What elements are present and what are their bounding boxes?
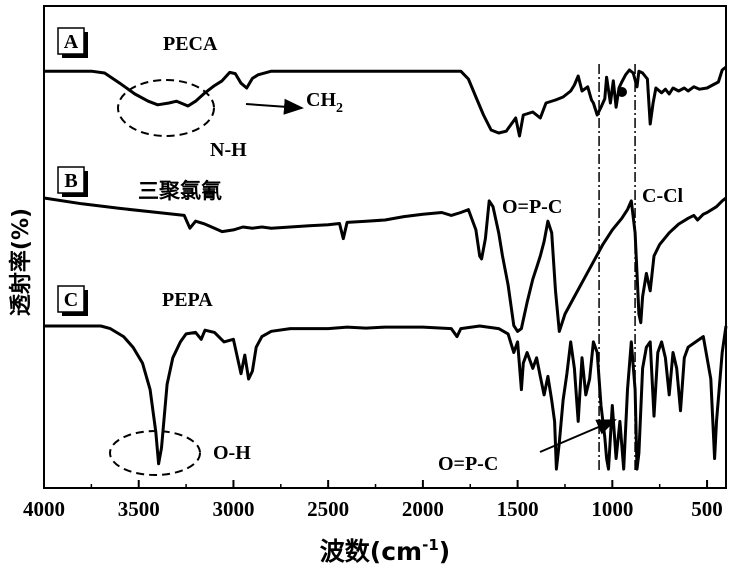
x-tick-label-3500: 3500: [118, 497, 160, 521]
y-axis-title: 透射率(%): [8, 208, 34, 316]
annotation-ch2: CH2: [306, 89, 343, 116]
annotation-oh: O-H: [213, 442, 251, 464]
ch2-arrow: [246, 104, 302, 108]
x-axis-title-main: 波数(cm: [320, 537, 422, 566]
nh-highlight-ellipse: [118, 80, 214, 136]
x-tick-label-4000: 4000: [23, 497, 65, 521]
panel-letter-b: B: [64, 170, 77, 192]
x-tick-label-3000: 3000: [212, 497, 254, 521]
x-tick-label-2000: 2000: [402, 497, 444, 521]
annotation-ccl: C-Cl: [642, 185, 684, 207]
x-axis-title-sup: -1: [422, 536, 439, 554]
panel-letter-a: A: [64, 31, 79, 53]
spectrum-line-c: [44, 326, 726, 469]
x-tick-label-2500: 2500: [307, 497, 349, 521]
x-axis-title-end: ): [439, 537, 450, 566]
x-tick-label-1000: 1000: [591, 497, 633, 521]
x-tick-label-1500: 1500: [497, 497, 539, 521]
panel-badge-c: C: [58, 286, 88, 316]
annotation-ch2-main: CH: [306, 89, 336, 111]
spectra-group: [44, 67, 726, 469]
series-name-cyanuric-chloride: 三聚氯氰: [138, 179, 222, 203]
spectrum-line-b: [44, 198, 726, 331]
panel-badge-a: A: [58, 28, 88, 58]
series-name-pepa: PEPA: [162, 289, 213, 311]
reference-lines: [599, 64, 635, 470]
x-axis-ticks: 4000 3500 3000 2500 2000 1500 1000 500: [23, 480, 723, 521]
panel-letter-c: C: [64, 289, 78, 311]
annotation-opc-top: O=P-C: [502, 196, 562, 218]
reference-dot: [617, 87, 627, 97]
annotation-ch2-sub: 2: [336, 101, 343, 116]
panel-badge-b: B: [58, 167, 88, 197]
annotation-opc-bottom: O=P-C: [438, 453, 498, 475]
x-axis-title: 波数(cm-1): [320, 536, 450, 566]
spectrum-line-a: [44, 67, 726, 136]
annotation-nh: N-H: [210, 139, 247, 161]
series-name-peca: PECA: [163, 33, 218, 55]
x-tick-label-500: 500: [691, 497, 723, 521]
